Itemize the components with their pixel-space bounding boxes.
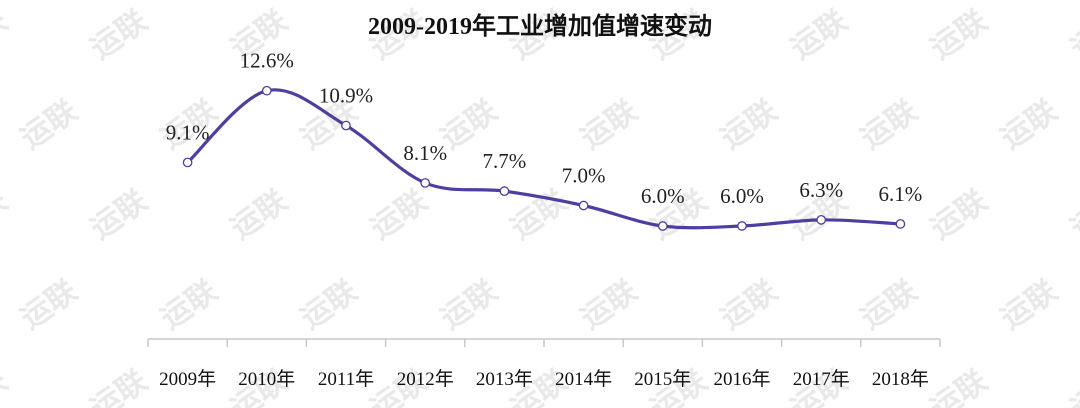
data-label: 6.0% — [720, 184, 764, 208]
watermark-text: 运联 — [855, 93, 924, 156]
data-point-marker — [499, 186, 510, 196]
data-label: 8.1% — [403, 141, 447, 165]
x-axis-tick-labels: 2009年 2010年 2011年 2012年 2013年 2014年 2015年 2016年… — [159, 368, 929, 390]
data-point-marker — [261, 85, 272, 96]
x-tick-label: 2012年 — [397, 368, 454, 390]
data-label: 6.1% — [879, 182, 923, 206]
data-point-marker — [341, 120, 351, 131]
data-point-marker — [420, 178, 431, 188]
data-markers — [182, 85, 906, 231]
watermark-text: 运联 — [575, 273, 644, 336]
watermark-text: 运联 — [855, 273, 924, 336]
data-point-marker — [657, 221, 668, 231]
data-point-marker — [737, 221, 747, 231]
x-tick-label: 2018年 — [872, 368, 929, 390]
watermark-text: 运联 — [365, 183, 434, 246]
data-label: 6.3% — [799, 178, 843, 202]
x-tick-label: 2010年 — [238, 368, 295, 390]
x-axis-ticks — [147, 339, 941, 347]
watermark-text: 运联 — [225, 183, 294, 246]
watermark-text: 运联 — [0, 363, 14, 408]
x-tick-label: 2009年 — [159, 368, 216, 390]
x-tick-label: 2014年 — [555, 368, 612, 390]
watermark-text: 运联 — [1065, 363, 1080, 408]
watermark-text: 运联 — [85, 183, 154, 246]
watermark-text: 运联 — [1065, 183, 1080, 246]
data-label: 12.6% — [240, 49, 294, 73]
watermark-text: 运联 — [15, 273, 84, 336]
watermark-text: 运联 — [995, 273, 1064, 336]
watermark-text: 运联 — [155, 273, 224, 336]
watermark-text: 运联 — [995, 93, 1064, 156]
data-label: 6.0% — [641, 184, 685, 208]
watermark-text: 运联 — [715, 273, 784, 336]
watermark-text: 运联 — [785, 3, 854, 66]
x-tick-label: 2017年 — [793, 368, 850, 390]
watermark-text: 运联 — [925, 183, 994, 246]
watermark-text: 运联 — [85, 363, 154, 408]
x-tick-label: 2016年 — [713, 368, 770, 390]
watermark-text: 运联 — [925, 3, 994, 66]
watermark-text: 运联 — [0, 3, 14, 66]
series-line — [186, 88, 902, 230]
data-point-marker — [578, 200, 589, 211]
chart-title: 2009-2019年工业增加值增速变动 — [368, 12, 712, 40]
data-point-marker — [816, 215, 827, 225]
x-tick-label: 2011年 — [318, 368, 374, 390]
watermark-text: 运联 — [295, 273, 364, 336]
watermark-text: 运联 — [575, 93, 644, 156]
watermark-text: 运联 — [0, 183, 14, 246]
x-tick-label: 2013年 — [476, 368, 533, 390]
watermark-text: 运联 — [1065, 3, 1080, 66]
x-tick-label: 2015年 — [634, 368, 691, 390]
data-label: 7.0% — [562, 164, 606, 188]
watermark-text: 运联 — [715, 93, 784, 156]
watermark-text: 运联 — [85, 3, 154, 66]
data-point-marker — [182, 157, 193, 168]
data-labels: 9.1% 12.6% 10.9% 8.1% 7.7% 7.0% 6.0% 6.0% 6.3% 6.… — [166, 49, 923, 208]
data-label: 9.1% — [166, 120, 210, 144]
watermark-text: 运联 — [925, 363, 994, 408]
watermark-text: 运联 — [15, 93, 84, 156]
data-label: 10.9% — [319, 84, 373, 108]
data-label: 7.7% — [483, 149, 527, 173]
data-point-marker — [895, 219, 906, 229]
watermark-text: 运联 — [435, 273, 504, 336]
